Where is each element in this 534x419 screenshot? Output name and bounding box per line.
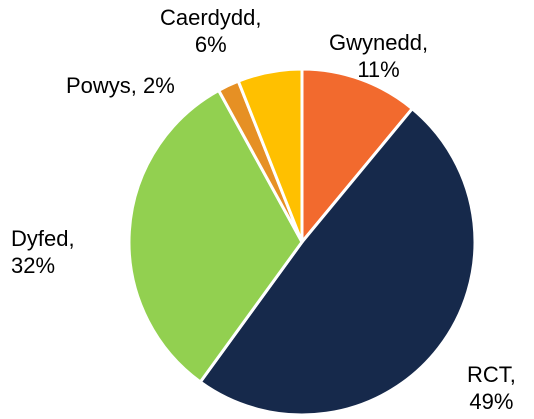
label-powys-name: Powys, 2% — [66, 73, 175, 98]
label-gwynedd-name: Gwynedd, — [329, 30, 429, 55]
label-rct-pct: 49% — [469, 389, 514, 414]
label-powys: Powys, 2% — [66, 72, 175, 99]
label-dyfed: Dyfed, 32% — [11, 225, 75, 279]
pie-slices — [127, 67, 477, 417]
pie-slice-dyfed — [127, 88, 304, 384]
label-caerdydd-name: Caerdydd, — [160, 5, 262, 30]
label-gwynedd-pct: 11% — [357, 57, 400, 82]
label-gwynedd: Gwynedd, 11% — [329, 29, 428, 83]
label-rct-name: RCT, — [467, 362, 516, 387]
pie-slice-rct — [198, 107, 477, 417]
label-dyfed-name: Dyfed, — [11, 226, 75, 251]
label-caerdydd-pct: 6% — [194, 32, 227, 57]
label-dyfed-pct: 32% — [11, 253, 56, 278]
pie-slice-caerdydd — [236, 67, 304, 244]
label-rct: RCT, 49% — [467, 361, 516, 415]
pie-slice-gwynedd — [300, 67, 414, 244]
label-caerdydd: Caerdydd, 6% — [160, 4, 262, 58]
